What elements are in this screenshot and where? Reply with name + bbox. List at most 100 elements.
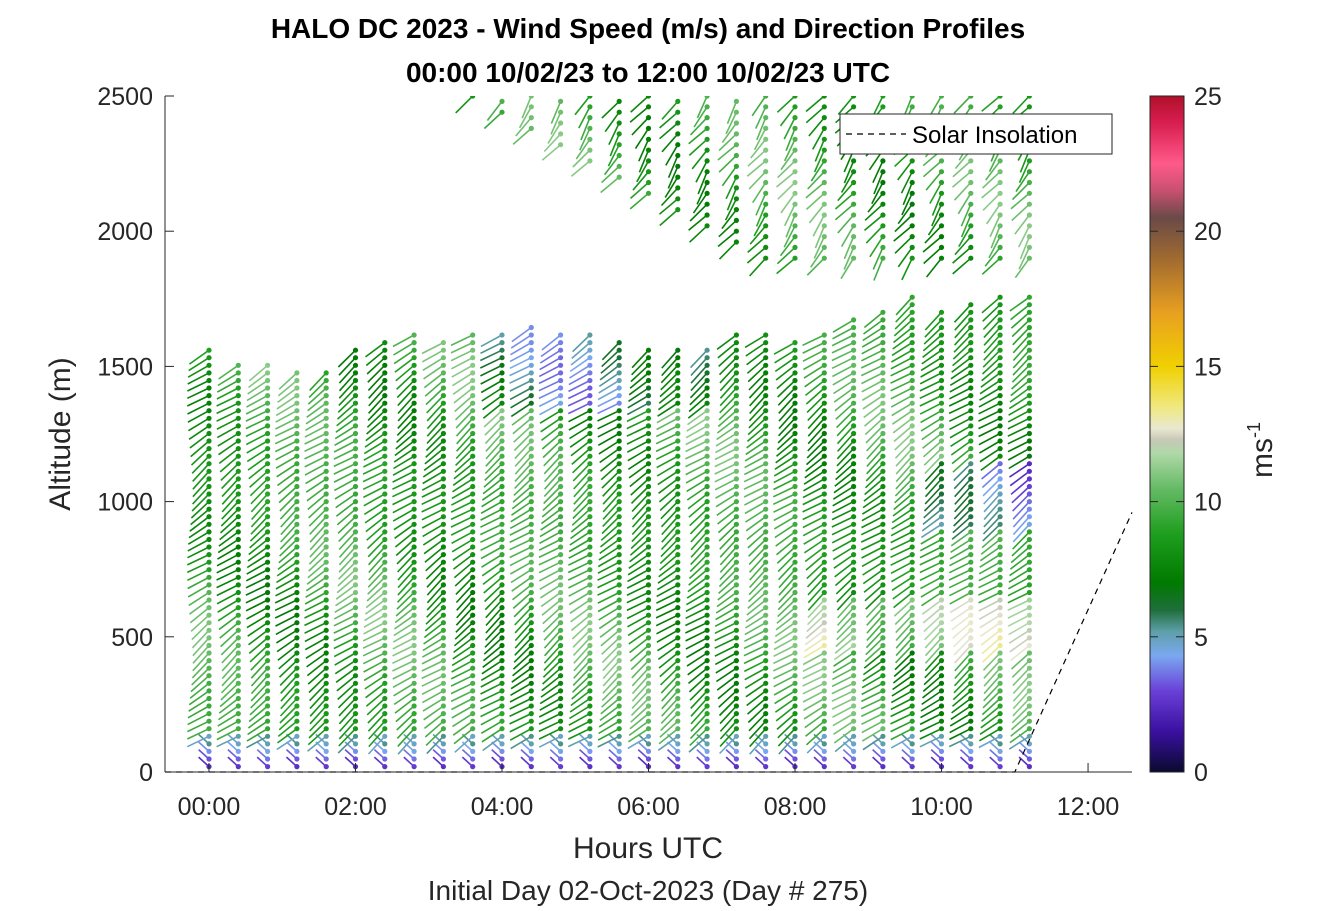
wind-barb-point (558, 597, 564, 603)
wind-barb-shaft (450, 349, 474, 362)
wind-barb-point (294, 741, 300, 747)
wind-barb-point (704, 446, 710, 452)
wind-barb-shaft (953, 501, 972, 520)
wind-barb-point (704, 627, 710, 633)
wind-barb-point (440, 582, 446, 588)
wind-barb-shaft (891, 576, 913, 591)
wind-barb-shaft (656, 621, 679, 635)
wind-barb-point (411, 718, 417, 724)
wind-barb-point (645, 430, 652, 437)
wind-barb-point (323, 423, 329, 429)
wind-barb-point (938, 688, 945, 694)
wind-barb-point (997, 552, 1003, 558)
wind-barb-point (235, 764, 241, 770)
wind-barb-point (499, 574, 505, 580)
wind-barb-shaft (951, 523, 972, 540)
wind-barb-point (821, 400, 827, 406)
wind-barb-point (235, 635, 241, 641)
wind-barb-shaft (872, 160, 884, 184)
wind-barb-shaft (598, 440, 620, 455)
wind-barb-point (616, 726, 622, 732)
wind-barb-shaft (422, 463, 444, 478)
wind-barb-shaft (276, 637, 298, 653)
wind-barb-point (821, 332, 827, 338)
wind-barb-shaft (599, 538, 620, 555)
wind-barb-shaft (804, 463, 825, 479)
wind-barb-shaft (484, 417, 503, 436)
wind-barb-point (938, 521, 945, 527)
wind-barb-shaft (982, 304, 1001, 322)
wind-barb-shaft (1010, 311, 1030, 329)
wind-barb-point (909, 483, 915, 490)
wind-barb-point (792, 255, 798, 261)
wind-barb-point (1026, 673, 1032, 679)
wind-barb-shaft (665, 144, 679, 166)
wind-barb-point (206, 370, 212, 376)
wind-barb-shaft (690, 349, 708, 369)
wind-barb-point (265, 574, 271, 580)
wind-barb-point (645, 446, 652, 452)
wind-barb-point (733, 582, 740, 588)
wind-barb-point (294, 521, 300, 527)
wind-barb-point (235, 559, 241, 565)
wind-barb-shaft (274, 606, 298, 619)
wind-barb-point (206, 438, 212, 444)
wind-barb-shaft (1010, 478, 1030, 495)
wind-barb-shaft (743, 659, 767, 673)
wind-barb-shaft (187, 372, 210, 385)
wind-barb-point (821, 223, 827, 229)
wind-barb-shaft (803, 357, 825, 371)
wind-barb-shaft (569, 432, 591, 448)
wind-barb-point (616, 430, 622, 437)
wind-barb-shaft (275, 455, 298, 469)
wind-barb-shaft (863, 319, 884, 335)
wind-barb-shaft (834, 735, 855, 753)
wind-barb-point (382, 764, 388, 770)
wind-barb-point (675, 703, 681, 709)
wind-barb-shaft (861, 515, 884, 529)
wind-barb-point (499, 718, 505, 724)
wind-barb-shaft (1008, 569, 1030, 583)
wind-barb-shaft (863, 576, 884, 593)
wind-barb-point (909, 514, 915, 520)
wind-barb-shaft (307, 493, 327, 511)
wind-barb-shaft (450, 690, 474, 703)
wind-barb-point (733, 468, 740, 474)
wind-barb-point (528, 620, 534, 626)
wind-barb-point (411, 536, 417, 543)
wind-barb-shaft (482, 402, 503, 419)
wind-barb-shaft (188, 425, 210, 440)
wind-barb-point (235, 574, 241, 580)
wind-barb-shaft (425, 440, 444, 458)
wind-barb-shaft (631, 667, 650, 687)
wind-barb-shaft (421, 515, 444, 529)
wind-barb-shaft (1010, 379, 1030, 397)
wind-barb-shaft (1008, 402, 1030, 416)
wind-barb-point (675, 514, 681, 520)
wind-barb-shaft (834, 470, 855, 487)
wind-barb-point (587, 332, 593, 338)
wind-barb-shaft (627, 614, 649, 628)
wind-barb-shaft (335, 417, 356, 433)
wind-barb-shaft (1012, 508, 1030, 528)
wind-barb-point (938, 415, 945, 421)
wind-barb-shaft (274, 599, 298, 612)
wind-barb-shaft (1012, 516, 1030, 536)
wind-barb-shaft (367, 705, 386, 724)
wind-barb-shaft (362, 470, 386, 483)
wind-barb-point (206, 741, 212, 747)
wind-barb-point (1026, 158, 1032, 164)
wind-barb-point (382, 612, 388, 618)
wind-barb-point (821, 393, 827, 399)
wind-barb-point (206, 377, 212, 384)
wind-barb-shaft (510, 682, 532, 696)
wind-barb-shaft (306, 402, 327, 418)
wind-barb-point (968, 223, 974, 229)
wind-barb-point (587, 597, 593, 603)
wind-barb-point (792, 627, 798, 633)
wind-barb-point (675, 393, 681, 399)
wind-barb-point (938, 324, 945, 331)
wind-barb-shaft (833, 553, 855, 569)
wind-barb-point (792, 234, 798, 240)
wind-barb-shaft (363, 493, 386, 507)
